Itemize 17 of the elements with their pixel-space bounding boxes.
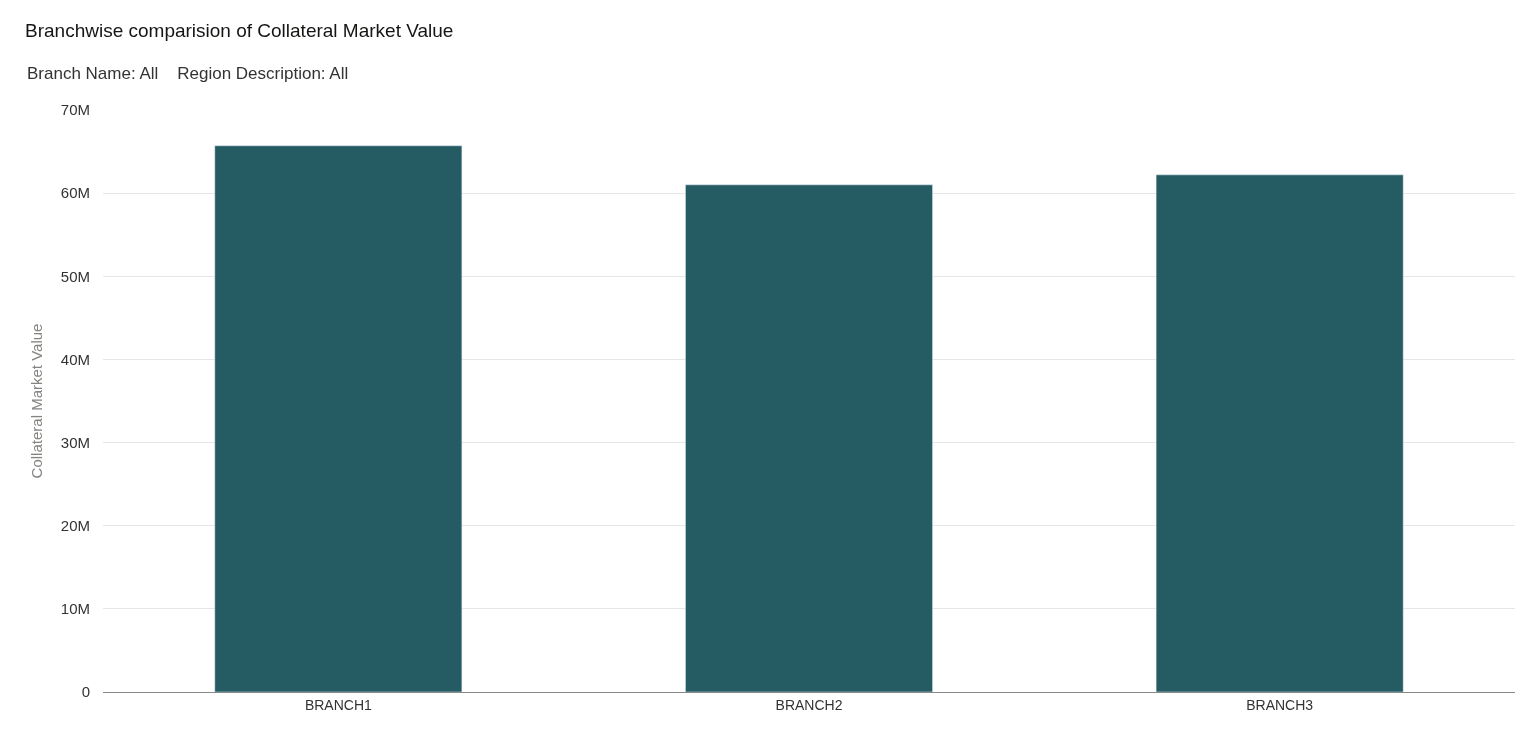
x-tick-label: BRANCH3	[1246, 696, 1314, 713]
chart-title: Branchwise comparision of Collateral Market Value	[25, 19, 454, 41]
y-axis-title: Collateral Market Value	[28, 323, 46, 479]
y-tick-label: 60M	[60, 184, 90, 202]
y-tick-label: 20M	[60, 516, 90, 534]
bar	[214, 145, 463, 692]
bar	[1155, 174, 1404, 692]
x-tick-label: BRANCH2	[775, 696, 843, 713]
x-tick-label: BRANCH1	[304, 696, 372, 713]
y-tick-label: 50M	[60, 267, 90, 285]
y-tick-label: 40M	[60, 350, 90, 368]
y-tick-label: 70M	[60, 101, 90, 119]
y-tick-label: 30M	[60, 433, 90, 451]
y-tick-label: 0	[81, 683, 90, 701]
bar	[685, 184, 933, 692]
chart-subtitle: Branch Name: All Region Description: All	[27, 64, 349, 83]
y-tick-label: 10M	[60, 600, 90, 618]
